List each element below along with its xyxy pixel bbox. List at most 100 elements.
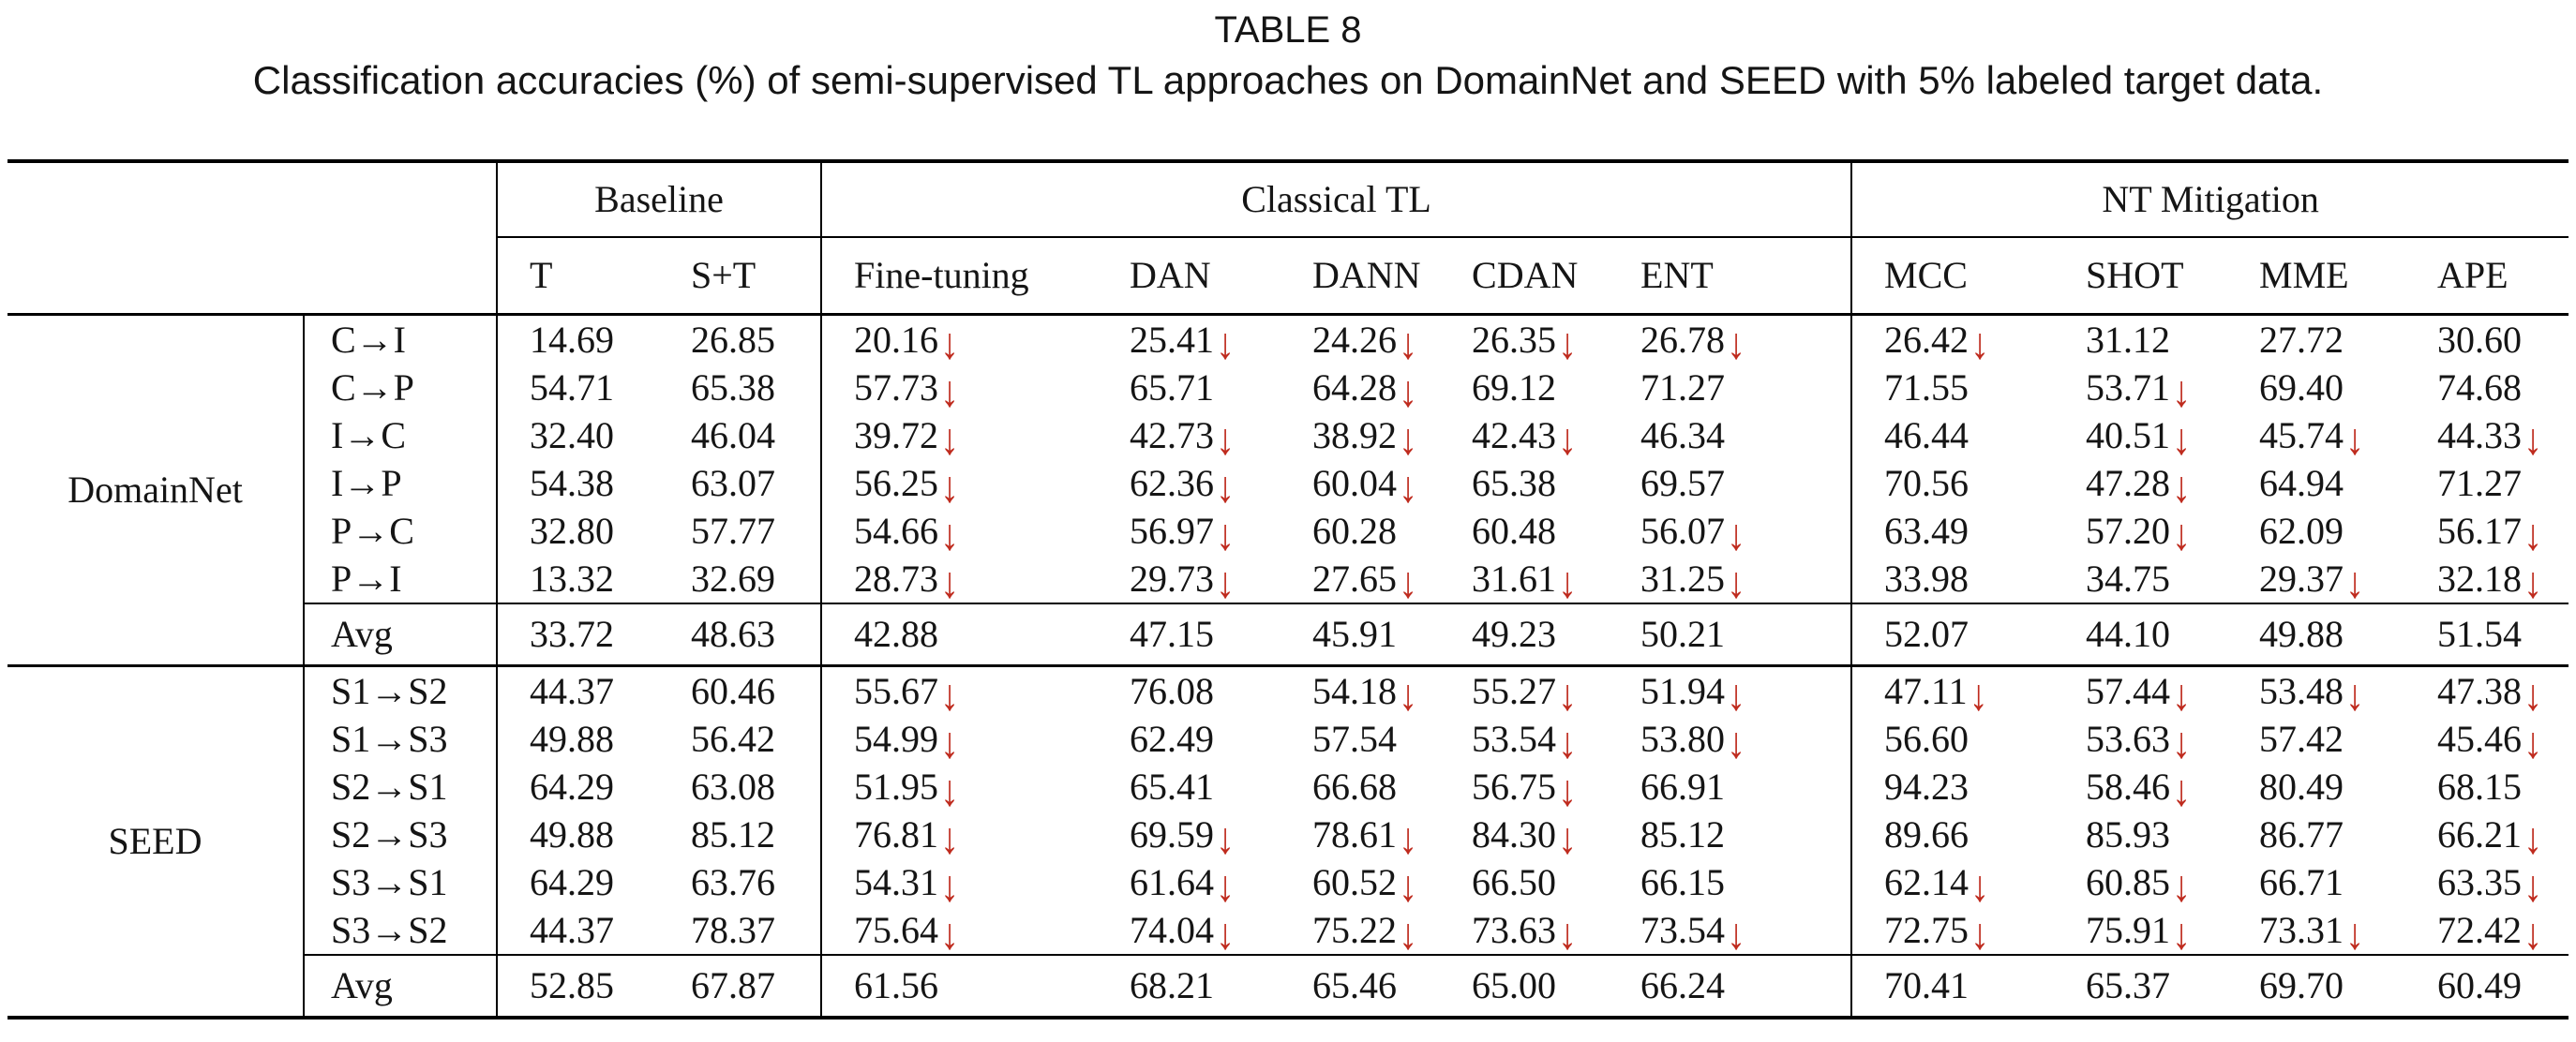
value-cell: 50.21 bbox=[1609, 603, 1852, 667]
value-cell: 42.43↓ bbox=[1440, 411, 1609, 459]
avg-label-cell: Avg bbox=[303, 603, 497, 667]
task-cell: C→I bbox=[303, 314, 497, 364]
table-row: S1→S3 49.88 56.42 54.99↓ 62.49 57.54 53.54↓ 53.… bbox=[7, 715, 2569, 763]
value-cell: 66.68 bbox=[1312, 765, 1398, 808]
task-cell: S2→S3 bbox=[303, 811, 497, 858]
negative-transfer-down-arrow-icon: ↓ bbox=[1216, 908, 1236, 955]
average-row: Avg 52.85 67.87 61.56 68.21 65.46 65.00 66.24 70… bbox=[7, 954, 2569, 1018]
value-cell: 53.48↓ bbox=[2227, 666, 2405, 715]
value-cell: 65.38 bbox=[691, 365, 775, 409]
negative-transfer-down-arrow-icon: ↓ bbox=[1399, 318, 1418, 364]
table-row: SEED S1→S2 44.37 60.46 55.67↓ 76.08 54.18↓ 55.2… bbox=[7, 665, 2569, 859]
value-cell: 45.46↓ bbox=[2405, 715, 2569, 763]
value-cell: 61.64↓ bbox=[1098, 858, 1281, 906]
value-cell: 71.27 bbox=[1640, 365, 1726, 409]
value-cell: 57.44↓ bbox=[2054, 666, 2227, 715]
value-cell: 31.61↓ bbox=[1472, 557, 1578, 603]
value-cell: 56.97↓ bbox=[1098, 507, 1281, 555]
negative-transfer-down-arrow-icon: ↓ bbox=[1216, 509, 1236, 555]
negative-transfer-down-arrow-icon: ↓ bbox=[940, 461, 960, 507]
value-cell: 26.42↓ bbox=[1850, 314, 2055, 364]
value-cell: 44.33↓ bbox=[2405, 411, 2569, 459]
value-cell: 65.37 bbox=[2054, 954, 2228, 1018]
value-cell: 60.49 bbox=[2405, 954, 2569, 1018]
negative-transfer-down-arrow-icon: ↓ bbox=[1558, 765, 1578, 811]
value-cell: 66.91 bbox=[1640, 765, 1726, 808]
negative-transfer-down-arrow-icon: ↓ bbox=[1558, 908, 1578, 955]
negative-transfer-down-arrow-icon: ↓ bbox=[1399, 557, 1418, 603]
negative-transfer-down-arrow-icon: ↓ bbox=[1216, 812, 1236, 858]
value-cell: 69.12 bbox=[1472, 365, 1557, 409]
value-cell: 66.21↓ bbox=[2405, 811, 2569, 858]
value-cell: 27.65↓ bbox=[1312, 557, 1418, 603]
value-cell: 71.27 bbox=[2437, 461, 2523, 504]
negative-transfer-down-arrow-icon: ↓ bbox=[2345, 557, 2365, 603]
task-cell: S1→S2 bbox=[303, 665, 497, 715]
value-cell: 85.93 bbox=[2086, 812, 2171, 856]
value-cell: 31.25↓ bbox=[1640, 557, 1746, 603]
negative-transfer-down-arrow-icon: ↓ bbox=[2345, 669, 2365, 715]
value-cell: 63.49 bbox=[1850, 507, 2055, 555]
value-cell: 38.92↓ bbox=[1281, 411, 1440, 459]
negative-transfer-down-arrow-icon: ↓ bbox=[2172, 860, 2192, 906]
value-cell: 49.23 bbox=[1440, 603, 1610, 667]
value-cell: 46.04 bbox=[691, 413, 775, 456]
negative-transfer-down-arrow-icon: ↓ bbox=[1558, 812, 1578, 858]
negative-transfer-down-arrow-icon: ↓ bbox=[2345, 908, 2365, 955]
negative-transfer-down-arrow-icon: ↓ bbox=[1216, 860, 1236, 906]
negative-transfer-down-arrow-icon: ↓ bbox=[1399, 413, 1418, 459]
column-header-ape: APE bbox=[2405, 237, 2569, 316]
value-cell: 63.35↓ bbox=[2405, 858, 2569, 906]
dataset-label: DomainNet bbox=[7, 314, 304, 667]
value-cell: 56.60 bbox=[1850, 715, 2055, 763]
value-cell: 32.80 bbox=[496, 507, 659, 555]
value-cell: 65.00 bbox=[1440, 954, 1610, 1018]
value-cell: 56.07↓ bbox=[1609, 507, 1851, 555]
average-row: Avg 33.72 48.63 42.88 47.15 45.91 49.23 50.21 52… bbox=[7, 603, 2569, 667]
value-cell: 71.55 bbox=[1850, 364, 2055, 411]
value-cell: 63.07 bbox=[691, 461, 775, 504]
table-row: DomainNet C→I 14.69 26.85 20.16↓ 25.41↓ 24.26↓… bbox=[7, 314, 2569, 667]
value-cell: 56.17↓ bbox=[2405, 507, 2569, 555]
value-cell: 76.81↓ bbox=[820, 811, 1099, 858]
paper-table-figure: TABLE 8 Classification accuracies (%) of… bbox=[0, 7, 2576, 1020]
value-cell: 49.88 bbox=[496, 811, 659, 858]
value-cell: 46.34 bbox=[1640, 413, 1726, 456]
column-header-row: T S+T Fine-tuning DAN DANN CDAN ENT MCC SHOT MME A… bbox=[7, 237, 2569, 316]
negative-transfer-down-arrow-icon: ↓ bbox=[2172, 669, 2192, 715]
value-cell: 73.31↓ bbox=[2259, 908, 2365, 955]
negative-transfer-down-arrow-icon: ↓ bbox=[2172, 717, 2192, 763]
value-cell: 67.87 bbox=[659, 954, 822, 1018]
negative-transfer-down-arrow-icon: ↓ bbox=[1970, 860, 1990, 906]
negative-transfer-down-arrow-icon: ↓ bbox=[2172, 365, 2192, 411]
value-cell: 31.12 bbox=[2086, 318, 2171, 361]
value-cell: 39.72↓ bbox=[820, 411, 1099, 459]
value-cell: 20.16↓ bbox=[820, 314, 1099, 364]
value-cell: 28.73↓ bbox=[820, 555, 1099, 603]
value-cell: 49.88 bbox=[496, 715, 659, 763]
negative-transfer-down-arrow-icon: ↓ bbox=[940, 365, 960, 411]
negative-transfer-down-arrow-icon: ↓ bbox=[940, 557, 960, 603]
negative-transfer-down-arrow-icon: ↓ bbox=[1399, 461, 1418, 507]
value-cell: 62.09 bbox=[2259, 509, 2344, 552]
column-header-t: T bbox=[496, 237, 659, 316]
value-cell: 66.71 bbox=[2259, 860, 2344, 903]
value-cell: 40.51↓ bbox=[2054, 411, 2227, 459]
value-cell: 30.60 bbox=[2437, 318, 2523, 361]
value-cell: 54.99↓ bbox=[820, 715, 1099, 763]
negative-transfer-down-arrow-icon: ↓ bbox=[2345, 413, 2365, 459]
table-row: I→C 32.40 46.04 39.72↓ 42.73↓ 38.92↓ 42.43↓ 46.… bbox=[7, 411, 2569, 459]
value-cell: 84.30↓ bbox=[1440, 811, 1609, 858]
value-cell: 66.24 bbox=[1609, 954, 1852, 1018]
negative-transfer-down-arrow-icon: ↓ bbox=[1558, 557, 1578, 603]
value-cell: 47.38↓ bbox=[2405, 666, 2569, 715]
value-cell: 89.66 bbox=[1850, 811, 2055, 858]
value-cell: 65.71 bbox=[1130, 365, 1215, 409]
value-cell: 42.73↓ bbox=[1098, 411, 1281, 459]
value-cell: 57.42 bbox=[2259, 717, 2344, 760]
value-cell: 72.42↓ bbox=[2437, 908, 2543, 955]
task-cell: S3→S1 bbox=[303, 858, 497, 906]
value-cell: 65.38 bbox=[1472, 461, 1557, 504]
value-cell: 65.46 bbox=[1281, 954, 1441, 1018]
table-row: S3→S1 64.29 63.76 54.31↓ 61.64↓ 60.52↓ 66.50 66… bbox=[7, 858, 2569, 906]
